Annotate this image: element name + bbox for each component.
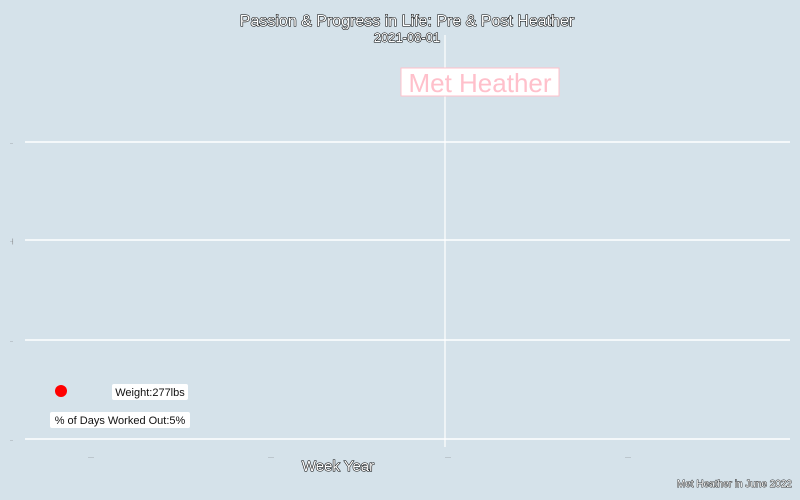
y-tick-label: — [10, 239, 13, 243]
workout-label-box [50, 412, 190, 428]
data-point [55, 385, 67, 397]
annotation-box [400, 67, 560, 97]
y-tick-label: — [10, 141, 13, 145]
x-tick-label: —— [268, 455, 274, 459]
chart-subtitle: 2021-08-01 [374, 30, 441, 45]
x-axis-label: Week Year [302, 458, 374, 475]
weight-label: Weight:277lbs [115, 387, 185, 399]
x-tick-label: —— [625, 455, 631, 459]
workout-label: % of Days Worked Out:5% [55, 415, 186, 427]
y-axis-label-mark: | [12, 239, 14, 245]
x-tick-label: —— [88, 455, 94, 459]
y-tick-label: — [10, 438, 13, 442]
chart-caption: Met Heather in June 2022 [677, 479, 793, 490]
weight-label-box [112, 384, 188, 400]
chart-title: Passion & Progress in Life: Pre & Post H… [240, 13, 575, 30]
x-tick-label: —— [445, 455, 451, 459]
y-tick-label: — [10, 339, 13, 343]
annotation-text: Met Heather [408, 68, 551, 98]
